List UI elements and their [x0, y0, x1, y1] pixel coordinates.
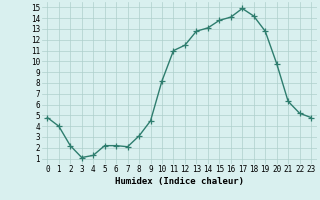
X-axis label: Humidex (Indice chaleur): Humidex (Indice chaleur): [115, 177, 244, 186]
